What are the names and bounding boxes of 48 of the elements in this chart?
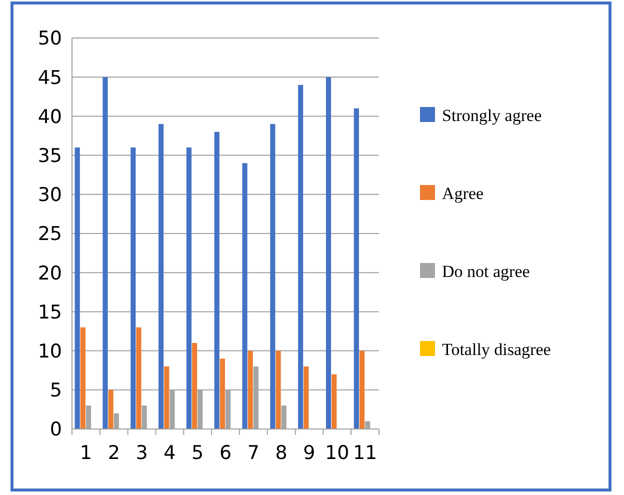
legend-label: Strongly agree [442,106,542,125]
bar [108,390,114,429]
bar [242,163,248,429]
y-tick-label: 50 [38,28,62,50]
y-tick-label: 10 [38,340,62,362]
y-tick-label: 20 [38,262,62,284]
bar [80,327,86,429]
bar [164,366,170,429]
bar [270,124,276,429]
x-tick-label: 1 [80,442,92,464]
y-tick-label: 30 [38,184,62,206]
y-tick-label: 40 [38,106,62,128]
x-tick-label: 11 [352,442,378,464]
bar [276,350,281,429]
y-tick-label: 15 [38,301,62,324]
bar [326,77,332,429]
y-tick-label: 5 [50,380,62,402]
bar [130,147,136,429]
x-tick-label: 6 [219,442,232,464]
bar [186,147,192,429]
bar [136,327,142,429]
y-tick-label: 25 [38,223,62,246]
legend-label: Agree [442,184,484,203]
bar [214,132,220,429]
y-tick-label: 0 [50,418,62,441]
x-tick-label: 5 [192,442,204,464]
x-tick-label: 7 [247,442,260,464]
bar [74,147,80,429]
x-tick-label: 2 [108,442,120,464]
bar [220,358,225,429]
x-tick-label: 8 [275,442,288,464]
y-tick-label: 45 [38,66,62,89]
x-tick-label: 3 [136,442,148,464]
bar [298,84,304,429]
bar [332,374,337,429]
bar [359,350,365,429]
x-tick-label: 9 [303,442,316,464]
bar [304,366,309,429]
legend-label: Totally disagree [442,340,551,359]
x-tick-label: 10 [325,442,350,464]
bar [248,350,253,429]
bar [158,124,164,429]
bar [354,108,359,429]
y-tick-label: 35 [38,144,62,167]
bar [192,342,198,429]
legend-label: Do not agree [442,262,530,281]
x-tick-label: 4 [164,442,176,464]
bar [102,77,108,429]
